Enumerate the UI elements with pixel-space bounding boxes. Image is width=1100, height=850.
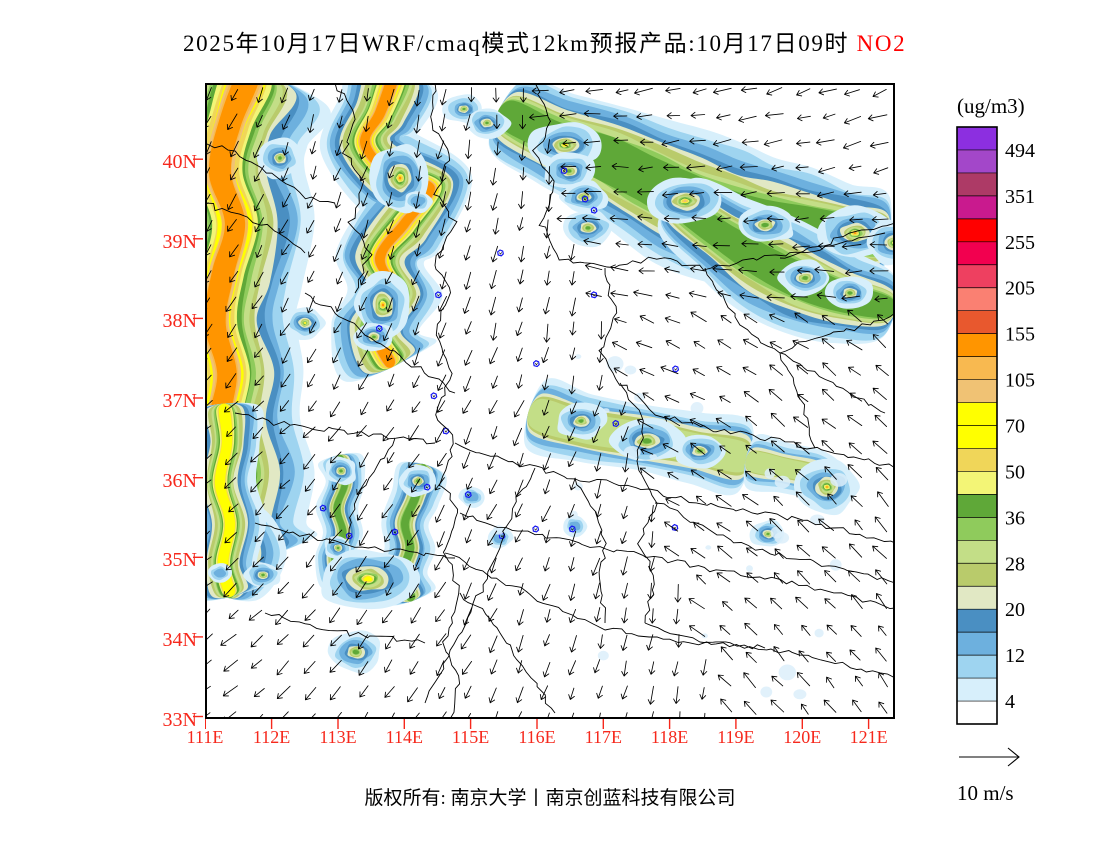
svg-text:205: 205 — [1005, 278, 1035, 300]
svg-text:20: 20 — [1005, 599, 1025, 621]
svg-text:50: 50 — [1005, 461, 1025, 483]
svg-text:105: 105 — [1005, 370, 1035, 392]
svg-text:28: 28 — [1005, 553, 1025, 575]
svg-text:4: 4 — [1005, 691, 1015, 713]
svg-text:255: 255 — [1005, 232, 1035, 254]
svg-text:12: 12 — [1005, 645, 1025, 667]
svg-text:155: 155 — [1005, 324, 1035, 346]
svg-text:351: 351 — [1005, 186, 1035, 208]
svg-text:494: 494 — [1005, 140, 1035, 162]
svg-text:36: 36 — [1005, 507, 1025, 529]
svg-text:70: 70 — [1005, 416, 1025, 438]
